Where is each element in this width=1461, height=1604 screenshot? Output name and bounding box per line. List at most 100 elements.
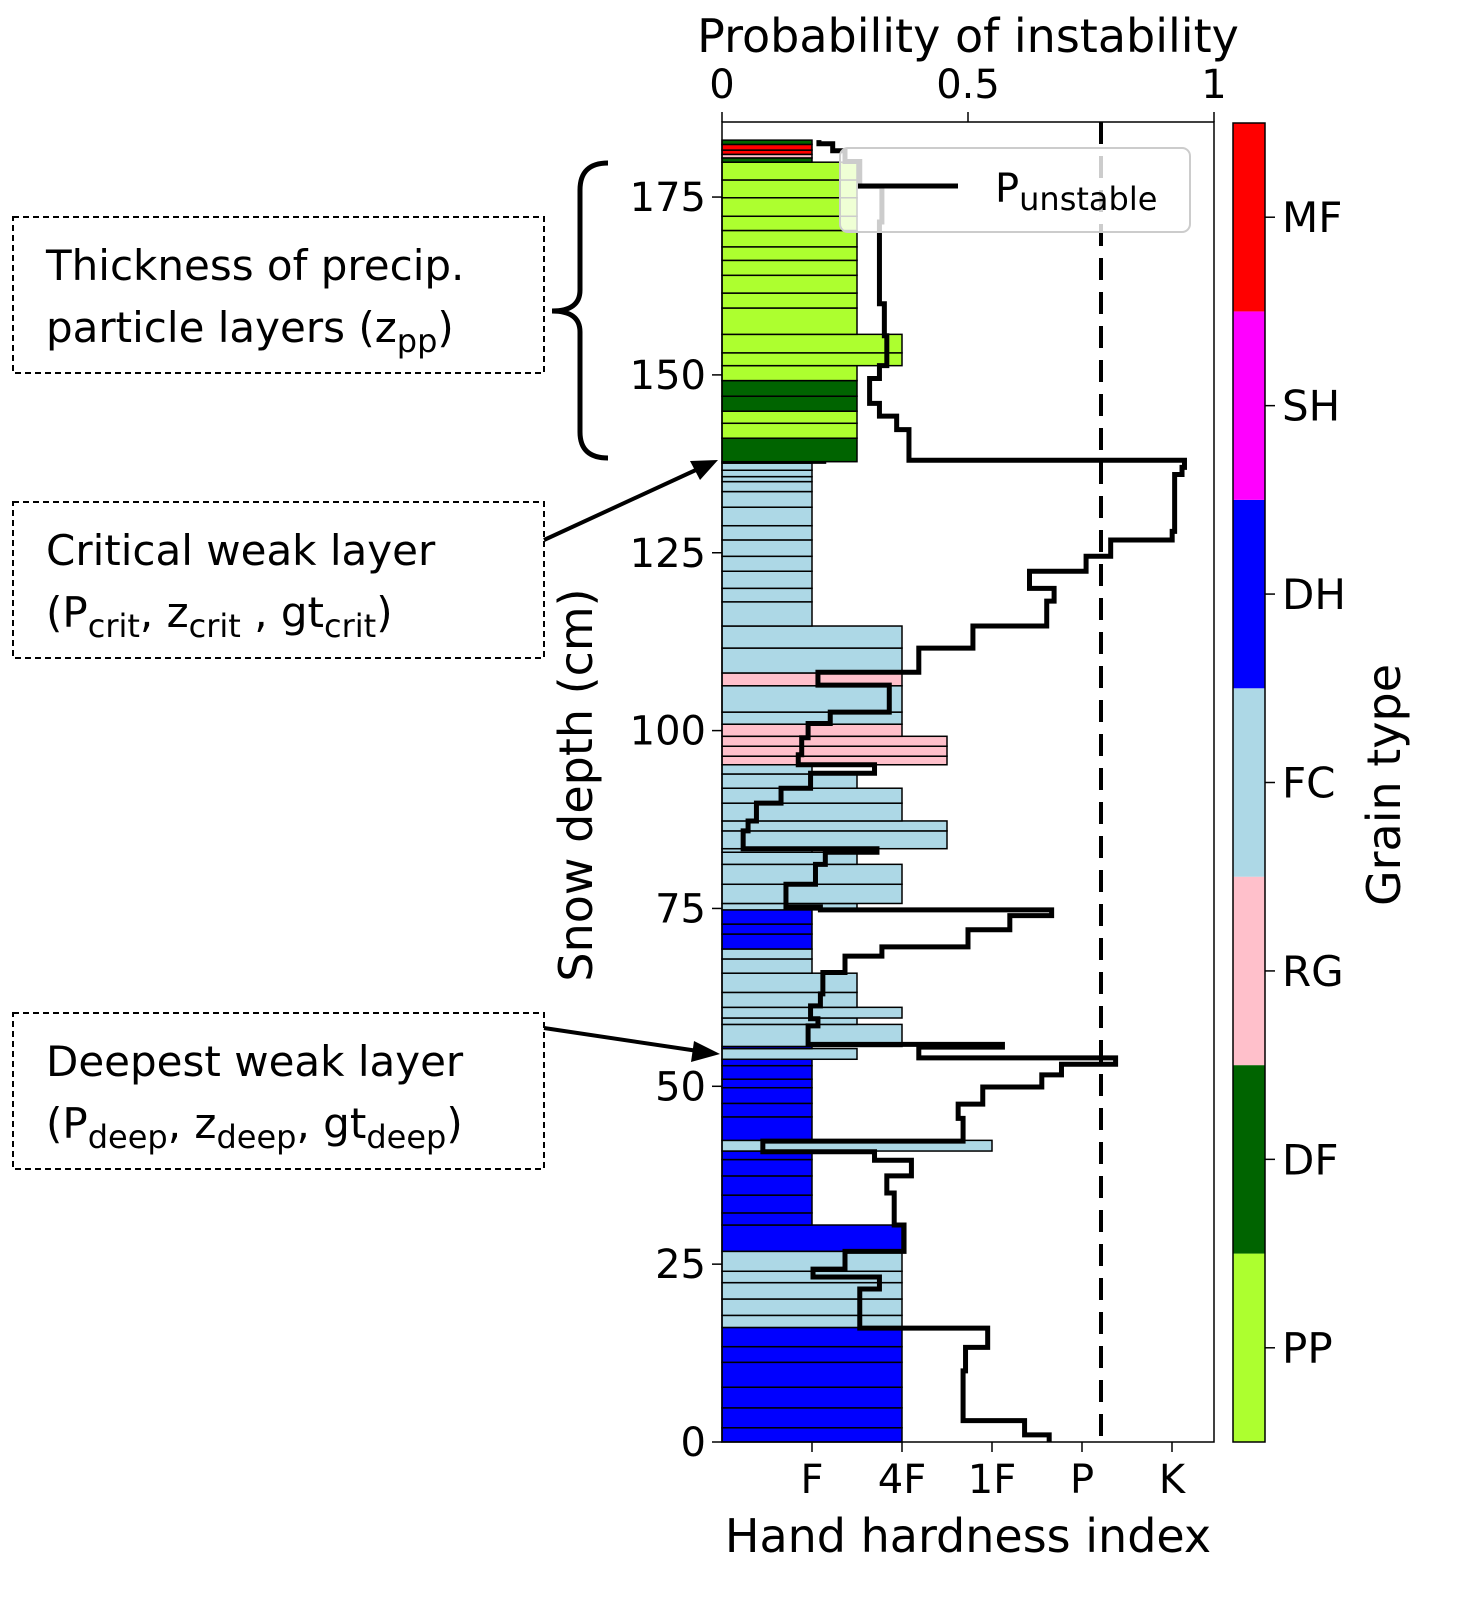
colorbar-segment-DH [1233, 499, 1265, 689]
layer-bar-DH [721, 1212, 813, 1226]
layer-bar-FC [721, 991, 858, 1009]
annotation-text: (P [46, 588, 88, 637]
layer-bars [721, 139, 993, 1443]
layer-bar-DH [721, 1194, 813, 1214]
colorbar-tick-label: FC [1282, 759, 1335, 808]
layer-bar-PP [721, 215, 858, 232]
annotation-box [12, 216, 545, 374]
annotation-subscript: crit [189, 607, 241, 645]
annotation-box [12, 1012, 545, 1170]
layer-bar-FC [721, 601, 813, 627]
layer-bar-PP [721, 292, 858, 309]
layer-bar-DH [721, 1102, 813, 1118]
layer-bar-FC [721, 883, 903, 905]
top-tick-label: 0 [709, 62, 734, 108]
layer-bar-FC [721, 555, 813, 572]
bottom-tick-label: 1F [968, 1457, 1016, 1503]
top-tick-label: 0.5 [936, 62, 1000, 108]
layer-bar-DH [721, 933, 813, 950]
annotation-title: Deepest weak layer [46, 1037, 464, 1086]
layer-bar-DH [721, 923, 813, 935]
top-tick-label: 1 [1201, 62, 1226, 108]
y-axis: 0 25 50 75 100 125 150 175 [630, 175, 722, 1466]
layer-bar-FC [721, 1017, 858, 1026]
layer-bar-FC [721, 570, 813, 590]
annotation-variables: particle layers (zpp) [46, 303, 454, 360]
colorbar-tick-label: RG [1282, 947, 1344, 996]
layer-bar-PP [721, 246, 858, 262]
annotation-text: ) [437, 303, 453, 352]
y-tick-label: 75 [655, 886, 706, 932]
annotation-subscript: crit [88, 607, 140, 645]
annotation-subscript: pp [397, 322, 438, 360]
colorbar-segment-SH [1233, 311, 1265, 500]
bottom-tick-label: F [800, 1457, 823, 1503]
colorbar-frame [1232, 122, 1266, 1443]
chart-title: Probability of instability [697, 9, 1239, 63]
y-axis-label: Snow depth (cm) [549, 588, 603, 981]
bottom-tick-label: K [1159, 1457, 1187, 1503]
layer-bar-DH [721, 1058, 813, 1067]
annotation-title: Critical weak layer [46, 526, 436, 575]
colorbar: PP DF RG FC DH SH MF [1232, 122, 1346, 1443]
layer-bar-FC [721, 625, 903, 649]
layer-bar-PP [721, 161, 858, 181]
y-tick-label: 0 [681, 1420, 706, 1466]
colorbar-tick-label: DF [1282, 1135, 1339, 1184]
layer-bar-FC [721, 462, 813, 471]
layer-bar-DH [721, 1345, 903, 1364]
layer-bar-FC [721, 469, 813, 478]
y-tick-label: 50 [655, 1064, 706, 1110]
annotation-subscript: crit [324, 607, 376, 645]
top-axis: 0 0.5 1 [709, 62, 1227, 122]
layer-bar-FC [721, 863, 903, 886]
layer-bar-FC [721, 506, 813, 527]
layer-bar-PP [721, 197, 858, 218]
annotation-text: (P [46, 1099, 88, 1148]
bottom-tick-label: P [1070, 1457, 1094, 1503]
colorbar-segment-MF [1233, 123, 1265, 312]
colorbar-tick-label: SH [1282, 382, 1340, 431]
annotation-subscript: deep [88, 1118, 168, 1156]
annotation-title: Thickness of precip. [45, 241, 464, 290]
y-tick-label: 150 [630, 353, 706, 399]
layer-bar-FC [721, 958, 813, 974]
arrow-critical [543, 467, 699, 542]
annotation-text: ) [376, 588, 392, 637]
layer-bar-DH [721, 1064, 813, 1080]
y-tick-label: 125 [630, 531, 706, 577]
layer-bar-DF [721, 395, 858, 412]
annotation-box [12, 501, 545, 659]
layer-bar-MF [721, 143, 813, 151]
annotation-text: , gt [241, 588, 324, 637]
layer-bar-FC [721, 1047, 858, 1061]
layer-bar-DH [721, 1086, 813, 1105]
legend: Punstable [839, 147, 1191, 233]
layer-bar-FC [721, 587, 813, 603]
bottom-tick-label: 4F [878, 1457, 926, 1503]
legend-label-sub: unstable [1019, 180, 1157, 218]
arrowhead-deepest-icon [691, 1041, 720, 1062]
arrowhead-critical-icon [690, 460, 718, 480]
layer-bar-FC [721, 647, 903, 674]
colorbar-tick-label: MF [1282, 193, 1342, 242]
layer-bar-DH [721, 1175, 813, 1196]
layer-bar-FC [721, 490, 813, 508]
annotation-text: , z [140, 588, 189, 637]
layer-bar-DH [721, 1078, 813, 1089]
layer-bar-FC [721, 972, 858, 994]
colorbar-segment-RG [1233, 876, 1265, 1066]
layer-bar-DF [721, 379, 858, 397]
arrow-deepest [543, 1026, 699, 1053]
annotations: Thickness of precip. particle layers (zpp… [12, 216, 545, 1170]
layer-bar-PP [721, 352, 903, 367]
brace-icon [551, 160, 609, 461]
layer-bar-FC [721, 480, 813, 493]
svg-text:Punstable: Punstable [995, 166, 1157, 218]
layer-bar-PP [721, 333, 903, 354]
y-tick-label: 175 [630, 175, 706, 221]
layer-bar-FC [721, 524, 813, 541]
layer-bar-PP [721, 422, 858, 439]
layer-bar-PP [721, 259, 858, 277]
